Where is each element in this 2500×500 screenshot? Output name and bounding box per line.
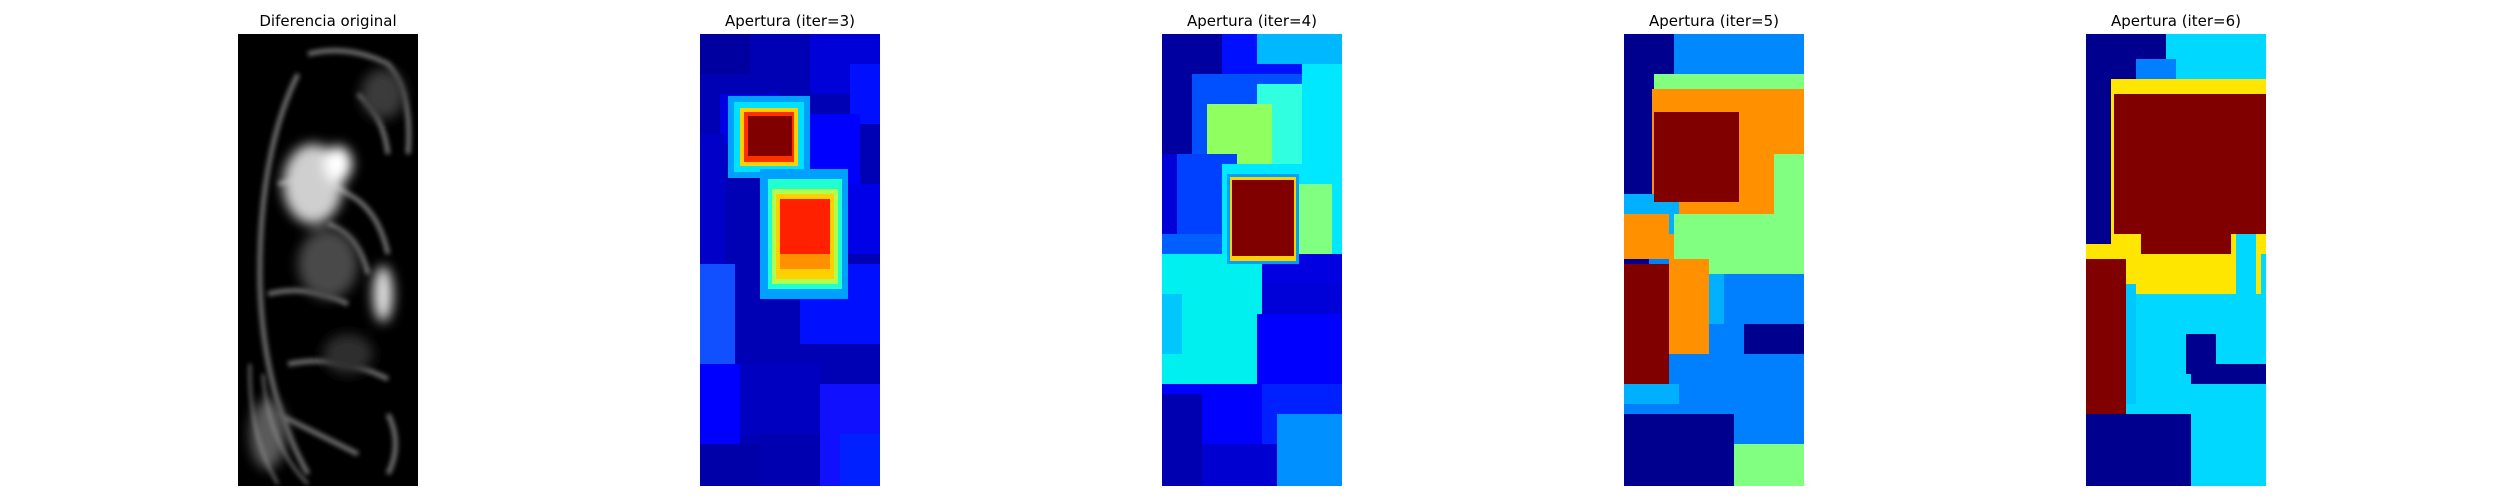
opening-iter-6-image: [2086, 34, 2266, 486]
panel-iter-6: Apertura (iter=6): [2086, 0, 2266, 500]
opening-iter-3-image: [700, 34, 880, 486]
panel-title: Apertura (iter=6): [2111, 12, 2241, 30]
panel-original: Diferencia original: [238, 0, 418, 500]
panel-iter-3: Apertura (iter=3): [700, 0, 880, 500]
panel-iter-4: Apertura (iter=4): [1162, 0, 1342, 500]
panel-title: Apertura (iter=5): [1649, 12, 1779, 30]
opening-iter-4-image: [1162, 34, 1342, 486]
panel-iter-5: Apertura (iter=5): [1624, 0, 1804, 500]
panel-title: Apertura (iter=3): [725, 12, 855, 30]
original-difference-image: [238, 34, 418, 486]
panel-title: Apertura (iter=4): [1187, 12, 1317, 30]
panel-title: Diferencia original: [259, 12, 397, 30]
opening-iter-5-image: [1624, 34, 1804, 486]
